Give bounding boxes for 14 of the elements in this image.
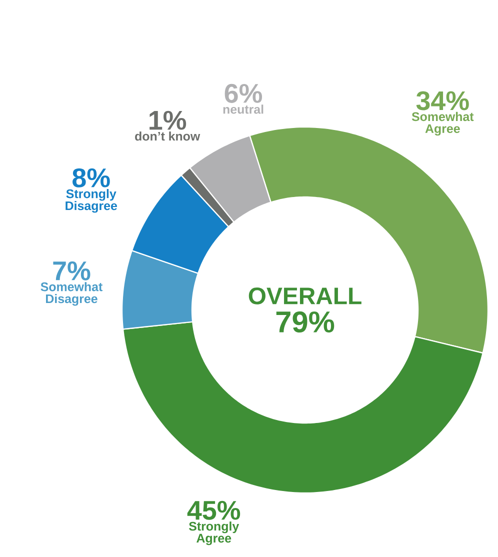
slice-label: Strongly Disagree	[66, 189, 117, 213]
slice-label: neutral	[223, 104, 264, 114]
slice-label: Somewhat Agree	[412, 112, 474, 136]
data-label: 34%	[416, 91, 469, 110]
data-label: 7%	[53, 261, 90, 280]
slice-label: Strongly Agree	[188, 522, 240, 546]
slice-label: Somewhat Disagree	[40, 282, 102, 306]
slice-label: don’t know	[135, 132, 200, 141]
data-label: 1%	[150, 110, 186, 130]
data-label: 8%	[72, 168, 110, 188]
data-label: 6%	[224, 84, 262, 103]
text: OVERALL	[248, 287, 362, 304]
data-label: 45%	[187, 500, 240, 520]
text: 79%	[276, 311, 334, 333]
